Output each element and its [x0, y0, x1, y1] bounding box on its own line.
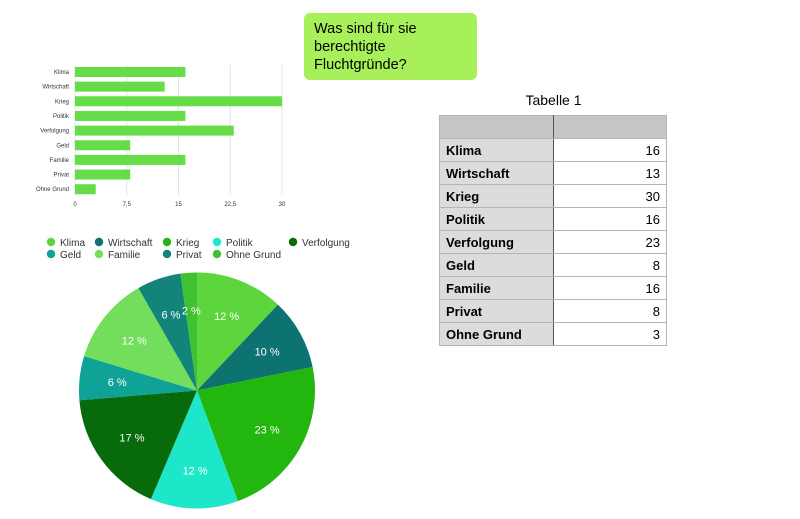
table-row: Geld 8	[439, 253, 667, 277]
legend-swatch	[212, 249, 222, 259]
table-row-value: 13	[553, 161, 667, 185]
table-row-value: 23	[553, 230, 667, 254]
table-header-cell	[439, 115, 554, 139]
legend-swatch	[46, 249, 56, 259]
legend-entry: Privat	[176, 250, 202, 261]
pie-slice	[79, 356, 197, 401]
table-row-label: Privat	[439, 299, 554, 323]
pie-slice	[180, 272, 197, 391]
bar-category-label: Klima	[54, 70, 70, 76]
legend-swatch	[46, 237, 56, 247]
bar-category-label: Familie	[50, 158, 70, 164]
question-line-2: berechtigte	[314, 39, 386, 55]
legend-entry: Politik	[226, 238, 254, 249]
bar-category-label: Verfolgung	[40, 129, 69, 135]
bar-tick-label: 22,5	[224, 202, 236, 208]
legend-swatch	[162, 237, 172, 247]
legend-swatch	[94, 249, 104, 259]
legend-entry: Krieg	[176, 238, 199, 249]
table-row-label: Familie	[439, 276, 554, 300]
bar-chart: 0 7,5 15 22,5 30 Klima Wirtschaft Krieg Politik V…	[36, 65, 286, 208]
table-header-cell	[553, 115, 667, 139]
pie-slice-label: 2 %	[182, 305, 201, 317]
table-row: Krieg 30	[439, 184, 667, 208]
table-row-value: 3	[553, 322, 667, 346]
table-row-label: Geld	[439, 253, 554, 277]
table-title: Tabelle 1	[525, 92, 582, 108]
table-row-value: 30	[553, 184, 667, 208]
bar	[75, 81, 165, 92]
bar-tick-label: 7,5	[123, 202, 132, 208]
pie-slice-label: 10 %	[255, 346, 280, 358]
question-box: Was sind für sie berechtigte Fluchtgründ…	[304, 13, 477, 80]
table-header-row	[439, 115, 667, 139]
bar-category-label: Wirtschaft	[42, 85, 69, 91]
table-row-label: Klima	[439, 138, 554, 162]
legend-swatch	[94, 237, 104, 247]
bar-category-label: Ohne Grund	[36, 187, 69, 193]
table-row: Wirtschaft 13	[439, 161, 667, 185]
pie-slice-label: 6 %	[108, 377, 127, 389]
pie-slice-label: 12 %	[122, 335, 147, 347]
bar-category-label: Privat	[54, 173, 70, 179]
bar-tick-label: 30	[279, 202, 286, 208]
table-row: Familie 16	[439, 276, 667, 300]
pie-slice-label: 12 %	[183, 466, 208, 478]
table-row: Verfolgung 23	[439, 230, 667, 254]
pie-slice	[150, 390, 238, 509]
table-row-value: 8	[553, 299, 667, 323]
legend-entry: Familie	[108, 250, 141, 261]
bar	[75, 184, 96, 195]
pie-slice-label: 17 %	[119, 433, 144, 445]
table-row-label: Krieg	[439, 184, 554, 208]
legend-entry: Klima	[60, 238, 85, 249]
table-row-label: Verfolgung	[439, 230, 554, 254]
legend-entry: Wirtschaft	[108, 238, 153, 249]
table-row-label: Ohne Grund	[439, 322, 554, 346]
question-line-3: Fluchtgründe?	[314, 57, 407, 73]
bar	[75, 110, 186, 121]
legend-entry: Geld	[60, 250, 81, 261]
table-row: Klima 16	[439, 138, 667, 162]
table-row-value: 16	[553, 276, 667, 300]
bar	[75, 169, 131, 180]
bar-tick-label: 15	[175, 202, 182, 208]
table-row-value: 16	[553, 207, 667, 231]
pie-slice	[197, 366, 315, 502]
table-row-value: 8	[553, 253, 667, 277]
table-row-label: Politik	[439, 207, 554, 231]
table-row: Politik 16	[439, 207, 667, 231]
pie-slice-label: 23 %	[255, 425, 280, 437]
pie-slice	[197, 304, 313, 391]
pie-slice	[79, 390, 197, 500]
bar	[75, 125, 234, 136]
pie-slice-label: 6 %	[161, 310, 180, 322]
pie-slice-label: 12 %	[214, 311, 239, 323]
bar	[75, 154, 186, 165]
legend-entry: Verfolgung	[302, 238, 350, 249]
bar	[75, 140, 131, 151]
question-line-1: Was sind für sie	[314, 21, 417, 37]
bar-category-label: Krieg	[55, 99, 69, 105]
legend-entry: Ohne Grund	[226, 250, 281, 261]
pie-chart: Klima Wirtschaft Krieg Politik Verfolgung Gel…	[46, 237, 350, 509]
table-row-value: 16	[553, 138, 667, 162]
pie-slice	[197, 272, 278, 391]
bar	[75, 67, 186, 77]
pie-slice	[138, 273, 197, 391]
legend-swatch	[212, 237, 222, 247]
table-row-label: Wirtschaft	[439, 161, 554, 185]
table-row: Privat 8	[439, 299, 667, 323]
bar-category-label: Politik	[53, 114, 70, 120]
legend-swatch	[162, 249, 172, 259]
legend-swatch	[288, 237, 298, 247]
bar	[75, 96, 282, 107]
data-table: Klima 16 Wirtschaft 13 Krieg 30 Politik 16 Verfo…	[439, 115, 667, 346]
table-row: Ohne Grund 3	[439, 322, 667, 346]
bar-category-label: Geld	[56, 143, 69, 149]
bar-tick-label: 0	[73, 202, 77, 208]
pie-slice	[84, 288, 197, 391]
